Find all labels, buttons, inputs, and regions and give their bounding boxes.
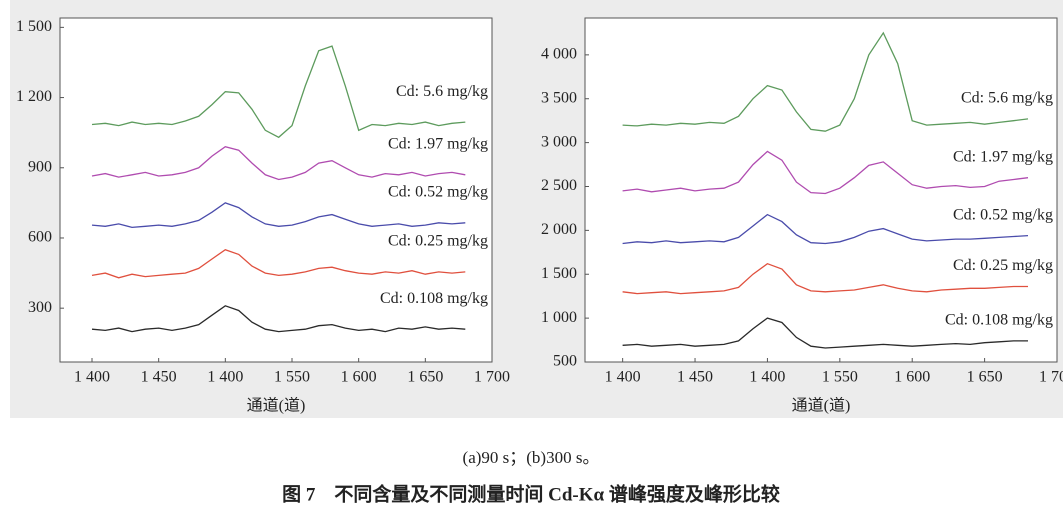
series-label: Cd: 0.25 mg/kg [953,257,1053,274]
series-label: Cd: 1.97 mg/kg [953,148,1053,165]
series-line [622,213,1029,245]
series-label: Cd: 0.108 mg/kg [945,312,1053,329]
series-label: Cd: 5.6 mg/kg [396,83,488,100]
x-tick-label: 1 400 [207,369,243,386]
y-tick-label: 3 000 [541,133,577,150]
y-tick-label: 1 000 [541,309,577,326]
plot-area [584,17,1058,363]
y-tick-label: 1 500 [541,265,577,282]
series-line [622,317,1028,349]
y-tick-label: 300 [28,299,52,316]
series-line [622,262,1028,295]
series-line [91,45,466,139]
y-tick-label: 1 500 [16,18,52,35]
plot-area [59,17,493,363]
y-tick-label: 500 [553,353,577,370]
y-tick-label: 4 000 [541,46,577,63]
x-tick-label: 1 700 [474,369,510,386]
x-tick-label: 1 400 [605,369,641,386]
series-line [91,145,466,181]
x-tick-label: 1 600 [894,369,930,386]
series-label: Cd: 5.6 mg/kg [961,90,1053,107]
x-tick-label: 1 600 [341,369,377,386]
series-line [622,31,1029,132]
y-tick-label: 2 000 [541,221,577,238]
series-label: Cd: 0.25 mg/kg [388,233,488,250]
series-label: Cd: 0.52 mg/kg [388,183,488,200]
series-label: Cd: 0.108 mg/kg [380,290,488,307]
series-line [91,202,466,229]
y-tick-label: 600 [28,229,52,246]
x-tick-label: 1 550 [274,369,310,386]
y-tick-label: 2 500 [541,177,577,194]
x-tick-label: 1 450 [677,369,713,386]
figure-title: 图 7 不同含量及不同测量时间 Cd-Kα 谱峰强度及峰形比较 [282,482,780,505]
series-line [622,150,1029,195]
y-tick-label: 1 200 [16,88,52,105]
x-tick-label: 1 550 [822,369,858,386]
x-tick-label: 1 700 [1039,369,1063,386]
series-line [91,248,466,279]
x-axis-label: 通道(道) [247,397,306,415]
y-tick-label: 900 [28,158,52,175]
x-tick-label: 1 400 [749,369,785,386]
x-tick-label: 1 400 [74,369,110,386]
series-label: Cd: 0.52 mg/kg [953,206,1053,223]
x-axis-label: 通道(道) [792,397,851,415]
series-line [91,305,466,333]
y-tick-label: 3 500 [541,89,577,106]
x-tick-label: 1 650 [407,369,443,386]
series-label: Cd: 1.97 mg/kg [388,135,488,152]
x-tick-label: 1 450 [141,369,177,386]
caption: (a)90 s；(b)300 s。 [463,448,600,467]
x-tick-label: 1 650 [967,369,1003,386]
